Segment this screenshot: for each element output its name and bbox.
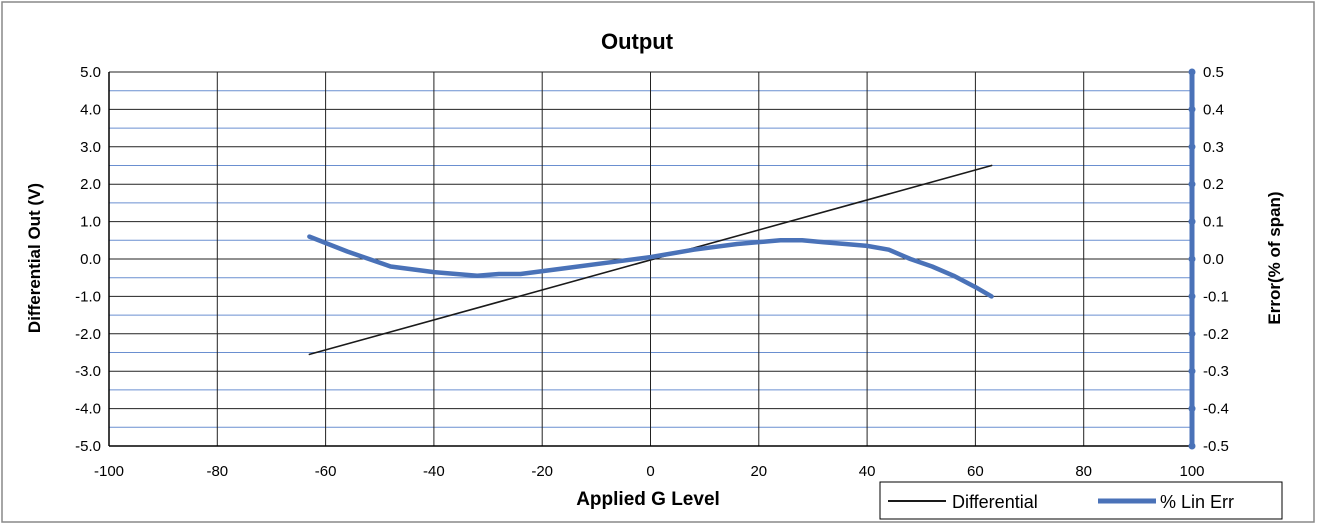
y-axis-label: Differential Out (V) bbox=[25, 183, 44, 333]
y2-tick-marker bbox=[1188, 105, 1196, 113]
y2-tick-label: 0.3 bbox=[1203, 139, 1224, 156]
y2-tick-label: -0.4 bbox=[1203, 401, 1229, 418]
y2-tick-marker bbox=[1188, 292, 1196, 300]
chart-title: Output bbox=[601, 29, 674, 54]
y-tick-label: -4.0 bbox=[75, 401, 101, 418]
legend-box bbox=[879, 481, 1283, 520]
y-tick-label: 3.0 bbox=[80, 139, 101, 156]
y2-tick-marker bbox=[1188, 367, 1196, 375]
x-tick-label: 20 bbox=[750, 463, 767, 480]
y2-tick-label: 0.4 bbox=[1203, 101, 1224, 118]
y2-tick-label: -0.1 bbox=[1203, 288, 1229, 305]
x-tick-label: 80 bbox=[1075, 463, 1092, 480]
legend-differential-label: Differential bbox=[952, 492, 1038, 512]
series-lines bbox=[307, 164, 994, 356]
x-tick-label: -80 bbox=[206, 463, 228, 480]
y2-tick-marker bbox=[1188, 68, 1196, 76]
x-tick-label: 40 bbox=[859, 463, 876, 480]
x-tick-label: 100 bbox=[1179, 463, 1204, 480]
x-tick-label: -20 bbox=[531, 463, 553, 480]
x-tick-label: 0 bbox=[646, 463, 654, 480]
x-tick-label: -60 bbox=[315, 463, 337, 480]
series-lin-err-line bbox=[307, 234, 994, 299]
y2-tick-marker bbox=[1188, 442, 1196, 450]
y2-tick-marker bbox=[1188, 143, 1196, 151]
y2-tick-marker bbox=[1188, 255, 1196, 263]
y-tick-label: -2.0 bbox=[75, 326, 101, 343]
y-tick-label: 4.0 bbox=[80, 101, 101, 118]
series-differential-line bbox=[308, 164, 993, 356]
tick-labels: -100 -80 -60 -40 -20 0 20 40 60 80 100 -5.0 -4.0 -3.0… bbox=[75, 64, 1229, 480]
y2-tick-marker bbox=[1188, 180, 1196, 188]
y-tick-label: 5.0 bbox=[80, 64, 101, 81]
x-tick-label: -40 bbox=[423, 463, 445, 480]
y2-tick-label: -0.3 bbox=[1203, 363, 1229, 380]
x-axis-label: Applied G Level bbox=[576, 489, 720, 510]
y-tick-label: -3.0 bbox=[75, 363, 101, 380]
y-tick-label: -1.0 bbox=[75, 288, 101, 305]
y2-tick-label: -0.5 bbox=[1203, 438, 1229, 455]
y-tick-label: -5.0 bbox=[75, 438, 101, 455]
y2-tick-label: 0.5 bbox=[1203, 64, 1224, 81]
y-tick-label: 2.0 bbox=[80, 176, 101, 193]
y2-tick-label: -0.2 bbox=[1203, 326, 1229, 343]
x-tick-label: -100 bbox=[94, 463, 124, 480]
legend: Differential % Lin Err bbox=[879, 481, 1283, 520]
y-tick-label: 1.0 bbox=[80, 214, 101, 231]
x-tick-label: 60 bbox=[967, 463, 984, 480]
y2-axis-label: Error(% of span) bbox=[1265, 191, 1284, 324]
y2-tick-marker bbox=[1188, 218, 1196, 226]
legend-lin-err-label: % Lin Err bbox=[1160, 492, 1234, 512]
y2-tick-label: 0.0 bbox=[1203, 251, 1224, 268]
y2-tick-marker bbox=[1188, 405, 1196, 413]
y2-tick-label: 0.2 bbox=[1203, 176, 1224, 193]
y-tick-label: 0.0 bbox=[80, 251, 101, 268]
y2-tick-marker bbox=[1188, 330, 1196, 338]
y2-tick-label: 0.1 bbox=[1203, 214, 1224, 231]
